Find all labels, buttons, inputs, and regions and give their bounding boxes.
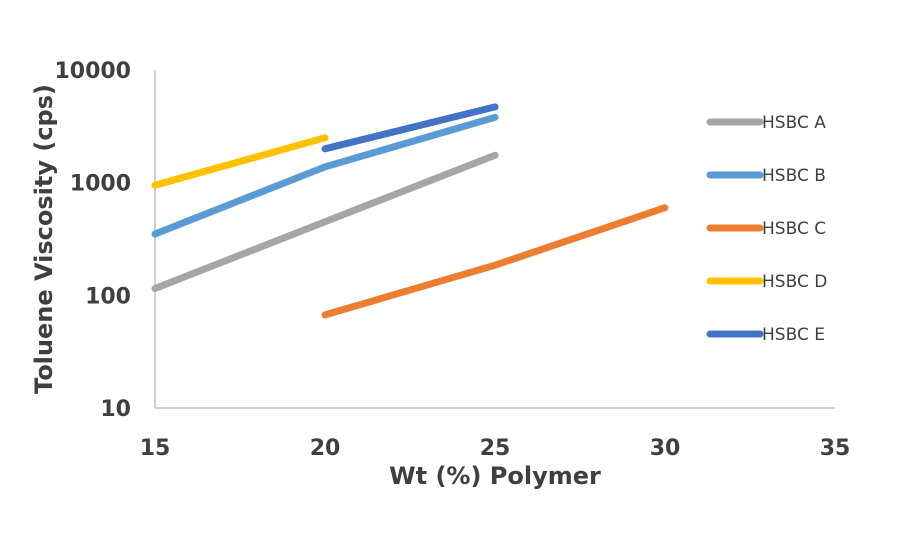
y-tick-label: 100 — [85, 284, 131, 309]
x-tick-label: 35 — [820, 436, 851, 461]
y-axis-title: Toluene Viscosity (cps) — [30, 84, 58, 394]
legend-label: HSBC E — [762, 325, 825, 345]
legend-label: HSBC C — [762, 219, 826, 239]
legend-label: HSBC B — [762, 166, 826, 186]
legend-label: HSBC A — [762, 113, 826, 133]
legend: HSBC A HSBC B HSBC C HSBC D HSBC E — [706, 113, 827, 345]
y-tick-label: 1000 — [70, 172, 131, 197]
x-tick-label: 20 — [310, 436, 341, 461]
legend-label: HSBC D — [762, 272, 827, 292]
series-line-hsbc-d — [151, 134, 329, 189]
x-axis-title: Wt (%) Polymer — [389, 462, 601, 490]
series-line-hsbc-e — [321, 103, 499, 153]
series-line-hsbc-b — [151, 113, 499, 238]
y-tick-label: 10 — [100, 397, 131, 422]
x-tick-label: 30 — [650, 436, 681, 461]
y-tick-label: 10000 — [54, 59, 131, 84]
series-line-hsbc-a — [151, 151, 499, 292]
series-lines — [151, 103, 669, 319]
y-tick-labels: 10 100 1000 10000 — [54, 59, 131, 422]
x-tick-label: 25 — [480, 436, 511, 461]
x-tick-labels: 15 20 25 30 35 — [140, 436, 851, 461]
x-tick-label: 15 — [140, 436, 171, 461]
series-line-hsbc-c — [321, 204, 669, 319]
